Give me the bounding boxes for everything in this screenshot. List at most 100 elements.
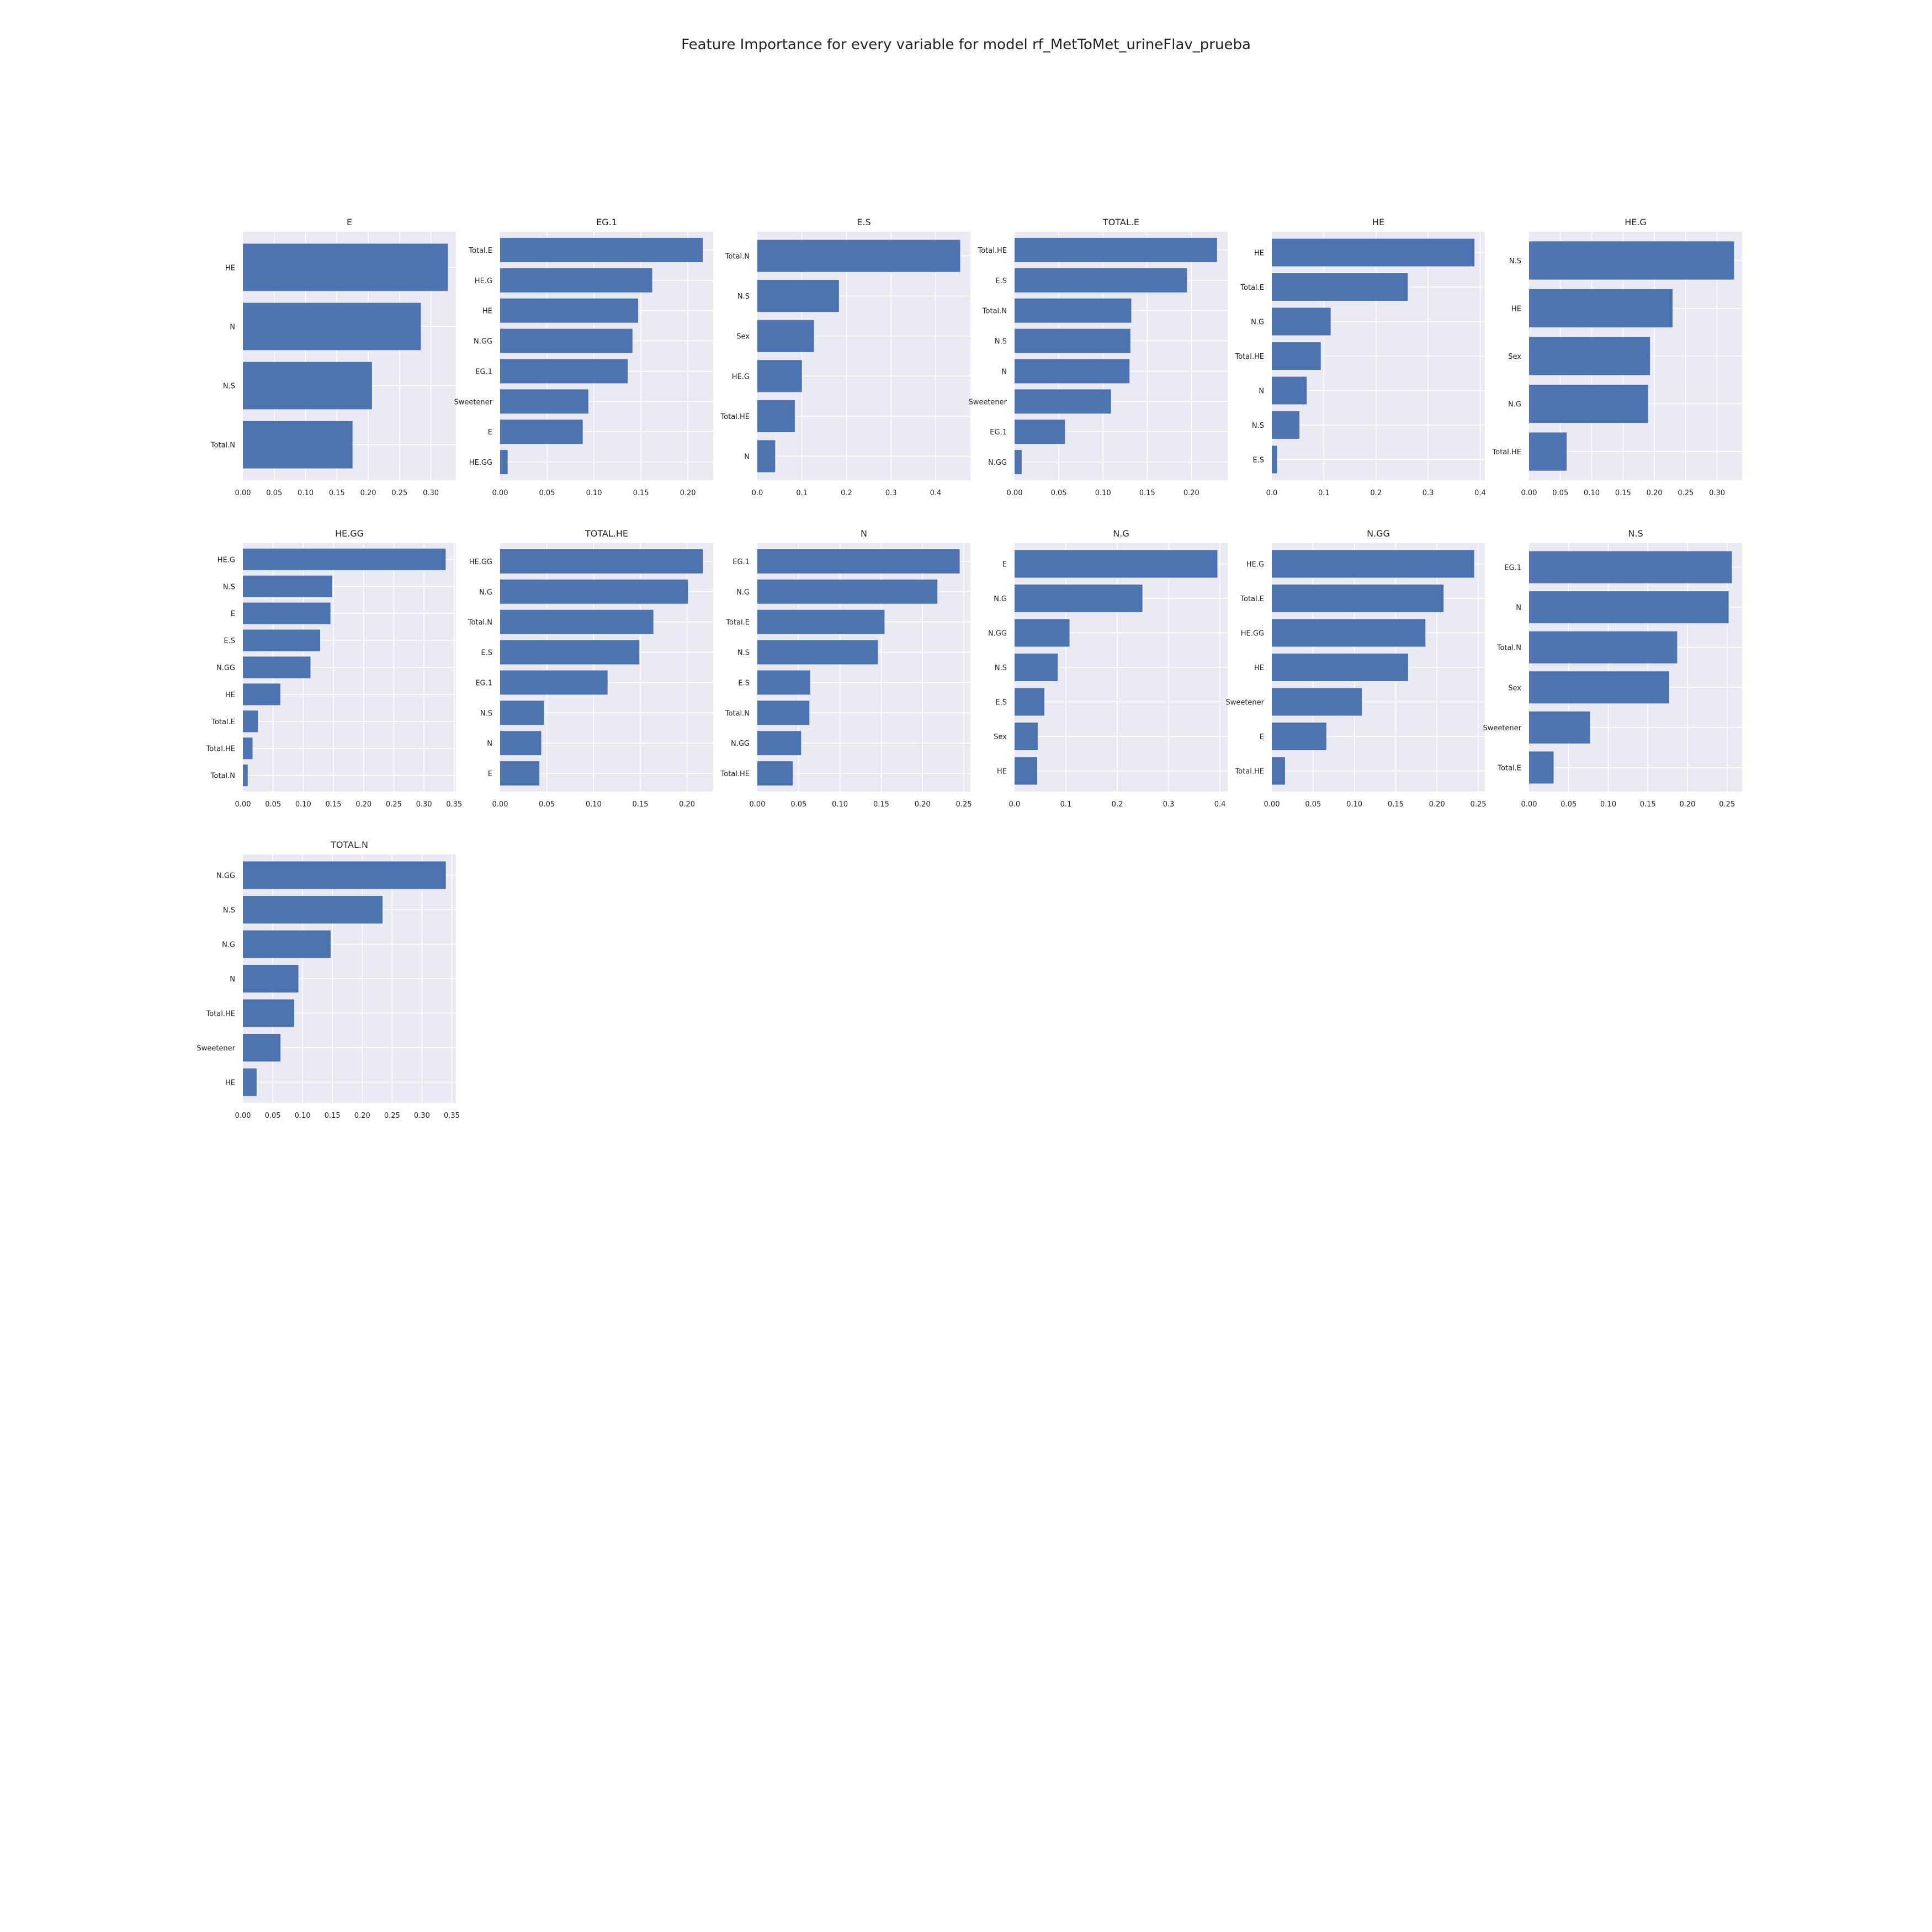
x-tick-label: 0.0 <box>752 489 763 497</box>
x-tick-label: 0.1 <box>1318 489 1330 497</box>
x-tick-label: 0.4 <box>1214 800 1226 809</box>
y-tick-label: E.S <box>738 679 750 687</box>
bar-sex <box>757 320 814 352</box>
y-tick-label: N.S <box>223 383 235 391</box>
y-tick-label: N.S <box>1509 257 1521 266</box>
subplot-title: HE.GG <box>335 528 364 539</box>
y-tick-label: N.G <box>222 941 235 949</box>
y-tick-label: EG.1 <box>733 558 750 566</box>
y-tick-label: Total.HE <box>206 1010 235 1018</box>
bar-sweetener <box>243 1034 281 1061</box>
bar-he <box>1272 654 1408 681</box>
bar-total-e <box>500 237 703 262</box>
x-tick-label: 0.00 <box>235 1112 251 1120</box>
bar-n-s <box>757 640 878 665</box>
subplot-title: TOTAL.E <box>1102 217 1139 227</box>
x-tick-label: 0.05 <box>265 1112 281 1120</box>
x-tick-label: 0.10 <box>832 800 848 809</box>
x-tick-label: 0.20 <box>1429 800 1445 809</box>
x-tick-label: 0.15 <box>633 489 649 497</box>
x-tick-label: 0.20 <box>1647 489 1663 497</box>
bar-eg-1 <box>1015 420 1065 444</box>
x-tick-label: 0.4 <box>1474 489 1486 497</box>
y-tick-label: Total.HE <box>1235 768 1264 776</box>
x-tick-label: 0.20 <box>360 489 376 497</box>
subplot-n-g: N.G 0.0 0.1 0.2 0.3 0.4 E N.G N.GG N.S E.S Sex HE <box>988 528 1228 809</box>
bar-total-n <box>757 700 810 725</box>
y-tick-label: Sweetener <box>1483 724 1521 733</box>
y-tick-label: E <box>488 428 492 437</box>
x-tick-label: 0.00 <box>235 489 251 497</box>
x-tick-label: 0.10 <box>295 800 311 809</box>
x-tick-label: 0.25 <box>1678 489 1694 497</box>
y-tick-label: Total.HE <box>1492 448 1521 457</box>
x-tick-label: 0.05 <box>1552 489 1568 497</box>
y-tick-label: N.S <box>223 583 235 591</box>
x-tick-label: 0.25 <box>386 800 402 809</box>
bar-n-s <box>500 700 544 725</box>
x-tick-label: 0.20 <box>679 800 695 809</box>
y-tick-label: Total.N <box>725 253 750 261</box>
x-tick-label: 0.2 <box>1370 489 1382 497</box>
x-tick-label: 0.10 <box>1346 800 1362 809</box>
x-tick-label: 0.25 <box>1471 800 1487 809</box>
bar-n-s <box>1015 328 1130 353</box>
x-tick-label: 0.15 <box>1615 489 1631 497</box>
x-tick-label: 0.10 <box>1600 800 1616 809</box>
bar-total-e <box>757 609 885 634</box>
y-tick-label: N.G <box>994 595 1007 603</box>
x-tick-label: 0.10 <box>295 1112 311 1120</box>
y-tick-label: N.S <box>995 338 1007 346</box>
x-tick-label: 0.00 <box>492 489 508 497</box>
bar-total-he <box>757 761 793 786</box>
bar-eg-1 <box>500 359 628 384</box>
y-tick-label: E.S <box>995 277 1007 285</box>
bar-n-s <box>243 575 332 597</box>
y-tick-label: HE.GG <box>469 459 492 467</box>
x-tick-label: 0.20 <box>915 800 931 809</box>
y-tick-label: E <box>1260 733 1264 741</box>
y-tick-label: HE <box>1254 664 1264 672</box>
x-tick-label: 0.2 <box>1112 800 1123 809</box>
x-tick-label: 0.00 <box>1264 800 1280 809</box>
x-tick-label: 0.15 <box>1139 489 1155 497</box>
y-tick-label: HE <box>225 1079 235 1087</box>
y-tick-label: N <box>1259 388 1264 396</box>
bar-total-he <box>1272 342 1321 370</box>
y-tick-label: N.S <box>995 664 1007 672</box>
y-tick-label: Total.N <box>468 619 492 627</box>
y-tick-label: Sweetener <box>454 398 492 406</box>
y-tick-label: Total.E <box>211 718 235 726</box>
bar-n <box>1272 376 1307 405</box>
x-tick-label: 0.4 <box>930 489 942 497</box>
x-tick-label: 0.20 <box>354 1112 370 1120</box>
bar-total-he <box>243 999 294 1027</box>
x-tick-label: 0.25 <box>1719 800 1735 809</box>
y-tick-label: E.S <box>1252 457 1264 465</box>
bar-e-s <box>1015 268 1187 293</box>
x-tick-label: 0.20 <box>1183 489 1199 497</box>
bar-e <box>500 420 583 444</box>
y-tick-label: N.S <box>737 649 750 657</box>
x-tick-label: 0.05 <box>1051 489 1067 497</box>
y-tick-label: Sex <box>1508 684 1521 692</box>
x-tick-label: 0.00 <box>750 800 766 809</box>
bar-he-g <box>757 360 802 392</box>
subplot-eg-1: EG.1 0.00 0.05 0.10 0.15 0.20 Total.E HE.G HE N.G… <box>454 217 713 497</box>
x-tick-label: 0.35 <box>444 1112 460 1120</box>
x-tick-label: 0.25 <box>391 489 407 497</box>
x-tick-label: 0.10 <box>1095 489 1111 497</box>
x-tick-label: 0.05 <box>266 489 282 497</box>
x-tick-label: 0.00 <box>1521 489 1537 497</box>
bar-he <box>1529 289 1673 328</box>
x-tick-label: 0.30 <box>423 489 439 497</box>
y-tick-label: Sex <box>994 733 1007 741</box>
bar-n-s <box>1015 654 1058 681</box>
bar-n-gg <box>243 656 311 678</box>
bar-total-n <box>500 609 654 634</box>
bar-total-e <box>1272 273 1408 301</box>
y-tick-label: E <box>231 610 235 618</box>
x-tick-label: 0.15 <box>632 800 648 809</box>
subplot-he: HE 0.0 0.1 0.2 0.3 0.4 HE Total.E N.G Total.HE N N.… <box>1235 217 1486 497</box>
y-tick-label: N.S <box>223 906 235 915</box>
